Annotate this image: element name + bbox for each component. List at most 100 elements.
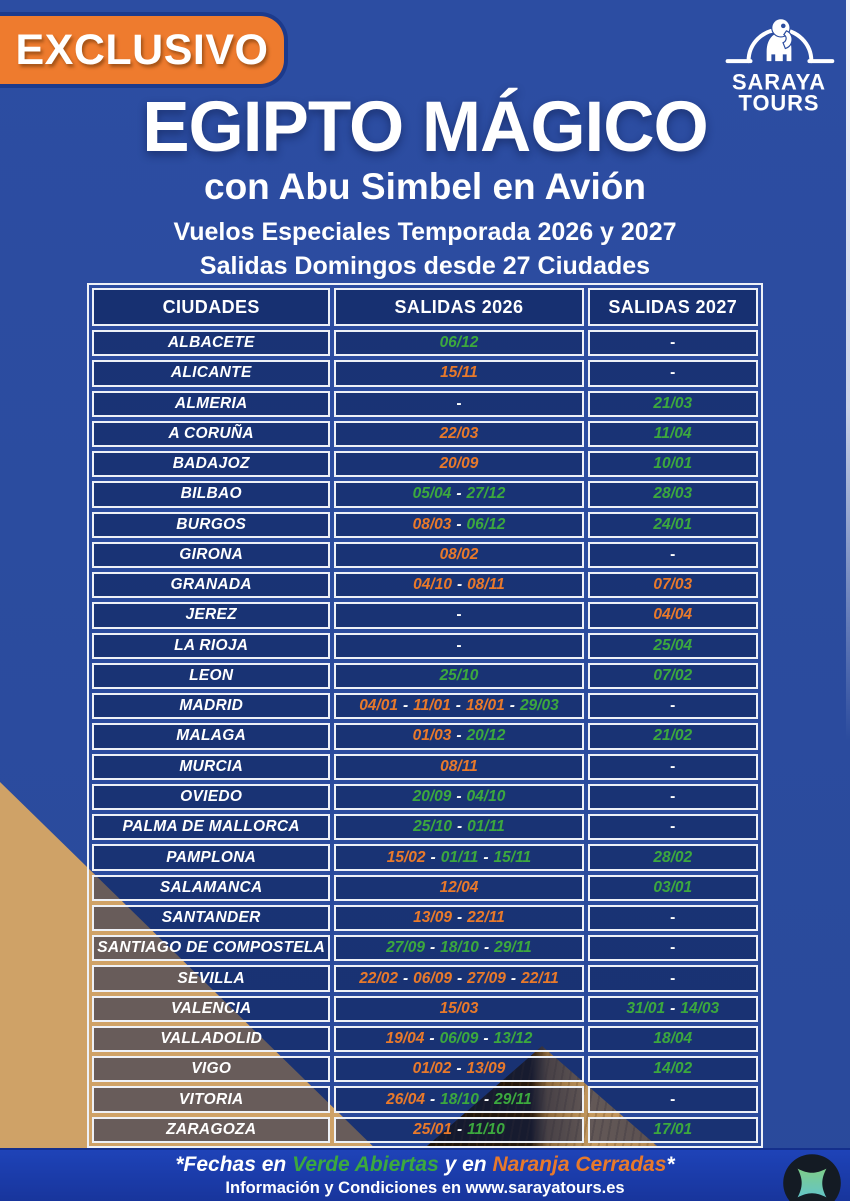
departures-table: CIUDADES SALIDAS 2026 SALIDAS 2027 ALBAC…	[87, 283, 763, 1148]
date-value: 25/04	[653, 636, 693, 654]
page-subtitle: con Abu Simbel en Avión	[204, 166, 646, 207]
date-value: 29/11	[494, 939, 532, 957]
date-separator: -	[670, 999, 676, 1017]
date-value: 03/01	[653, 878, 693, 896]
date-value: 27/09	[467, 969, 506, 987]
salidas-2027-cell: 24/01	[587, 511, 758, 538]
legend-part: Verde Abiertas	[292, 1153, 439, 1176]
salidas-2026-cell: 05/04-27/12	[334, 481, 584, 508]
salidas-2026-cell: 15/02-01/11-15/11	[334, 844, 584, 871]
salidas-2027-cell: -	[587, 753, 758, 780]
no-departure-marker: -	[670, 969, 676, 987]
salidas-2026-cell: 20/09-04/10	[334, 783, 584, 811]
date-value: 07/03	[653, 576, 693, 594]
salidas-2026-cell: 08/02	[334, 541, 584, 569]
date-separator: -	[483, 939, 490, 957]
no-departure-marker: -	[670, 545, 676, 563]
salidas-2026-cell: 08/03-06/12	[334, 511, 584, 538]
salidas-2026-cell: 20/09	[334, 451, 584, 478]
salidas-2027-cell: -	[587, 783, 758, 811]
salidas-2027-cell: -	[587, 693, 758, 720]
date-value: 20/09	[439, 455, 479, 473]
city-cell: JEREZ	[92, 602, 331, 629]
date-value: 19/04	[385, 1030, 425, 1048]
city-cell: ALICANTE	[92, 360, 331, 387]
city-cell: SANTANDER	[92, 904, 331, 932]
salidas-2026-cell: 13/09-22/11	[334, 904, 584, 932]
salidas-2026-cell: 12/04	[334, 874, 584, 901]
date-separator: -	[456, 909, 463, 927]
date-separator: -	[456, 788, 462, 805]
city-cell: ALMERIA	[92, 390, 331, 417]
date-value: 25/10	[439, 666, 479, 684]
date-separator: -	[509, 697, 515, 715]
city-cell: SANTIAGO DE COMPOSTELA	[92, 935, 331, 962]
salidas-2026-cell: -	[334, 602, 584, 629]
date-value: 11/01	[413, 697, 451, 715]
date-value: 28/02	[653, 848, 693, 866]
salidas-2027-cell: -	[587, 1086, 758, 1113]
date-value: 21/03	[653, 394, 693, 412]
date-separator: -	[456, 576, 463, 594]
date-value: 29/03	[519, 697, 559, 715]
salidas-2027-cell: 28/03	[587, 481, 758, 508]
date-separator: -	[483, 1090, 490, 1108]
salidas-2027-cell: 07/03	[587, 572, 758, 599]
horus-falcon-icon: SARAYA TOURS	[725, 18, 835, 116]
date-separator: -	[483, 1030, 489, 1048]
date-separator: -	[429, 1030, 435, 1048]
salidas-2026-cell: 19/04-06/09-13/12	[334, 1025, 584, 1053]
legend-part: y en	[438, 1153, 493, 1176]
city-cell: VIGO	[92, 1056, 331, 1083]
website-link[interactable]: www.sarayatours.es	[465, 1179, 625, 1197]
date-value: 18/04	[653, 1030, 693, 1048]
city-cell: VALENCIA	[92, 995, 331, 1022]
salidas-2027-cell: 21/03	[587, 390, 758, 417]
date-value: 22/03	[439, 424, 479, 442]
date-value: 15/03	[439, 999, 479, 1017]
city-cell: SEVILLA	[92, 965, 331, 992]
departures-line: Salidas Domingos desde 27 Ciudades	[199, 252, 651, 280]
city-cell: VALLADOLID	[92, 1025, 331, 1053]
date-value: 28/03	[653, 485, 693, 503]
no-departure-marker: -	[456, 394, 462, 412]
date-value: 27/12	[466, 485, 506, 503]
date-value: 22/02	[359, 969, 398, 987]
date-value: 01/11	[467, 818, 505, 836]
date-value: 01/02	[412, 1060, 452, 1078]
no-departure-marker: -	[670, 697, 676, 715]
date-value: 13/09	[466, 1060, 506, 1078]
date-value: 01/03	[412, 727, 452, 745]
no-departure-marker: -	[670, 334, 676, 352]
date-separator: -	[510, 969, 517, 987]
salidas-2027-cell: 11/04	[587, 420, 758, 448]
date-separator: -	[456, 485, 462, 503]
date-value: 11/10	[467, 1120, 505, 1138]
date-value: 18/01	[465, 697, 505, 715]
social-icon[interactable]	[782, 1153, 842, 1201]
salidas-2027-cell: -	[587, 904, 758, 932]
date-separator: -	[402, 969, 409, 987]
salidas-2026-cell: -	[334, 632, 584, 659]
no-departure-marker: -	[670, 939, 676, 957]
date-value: 27/09	[386, 939, 425, 957]
city-cell: MALAGA	[92, 723, 331, 750]
date-separator: -	[429, 1090, 436, 1108]
date-value: 05/04	[412, 485, 452, 503]
date-value: 04/10	[466, 788, 506, 805]
city-cell: MURCIA	[92, 753, 331, 780]
date-value: 24/01	[653, 515, 693, 533]
city-cell: BURGOS	[92, 511, 331, 538]
salidas-2027-cell: -	[587, 814, 758, 841]
city-cell: A CORUÑA	[92, 420, 331, 448]
salidas-2027-cell: 14/02	[587, 1056, 758, 1083]
date-value: 25/10	[413, 818, 452, 836]
salidas-2026-cell: 04/01-11/01-18/01-29/03	[334, 693, 584, 720]
date-value: 18/10	[440, 1090, 479, 1108]
footer-band: *Fechas en Verde Abiertas y en Naranja C…	[0, 1148, 850, 1201]
saraya-tours-logo: SARAYA TOURS	[720, 4, 838, 119]
salidas-2026-cell: 01/03-20/12	[334, 723, 584, 750]
season-line: Vuelos Especiales Temporada 2026 y 2027	[173, 218, 677, 246]
date-value: 04/01	[359, 697, 398, 715]
salidas-2026-cell: 15/11	[334, 360, 584, 387]
